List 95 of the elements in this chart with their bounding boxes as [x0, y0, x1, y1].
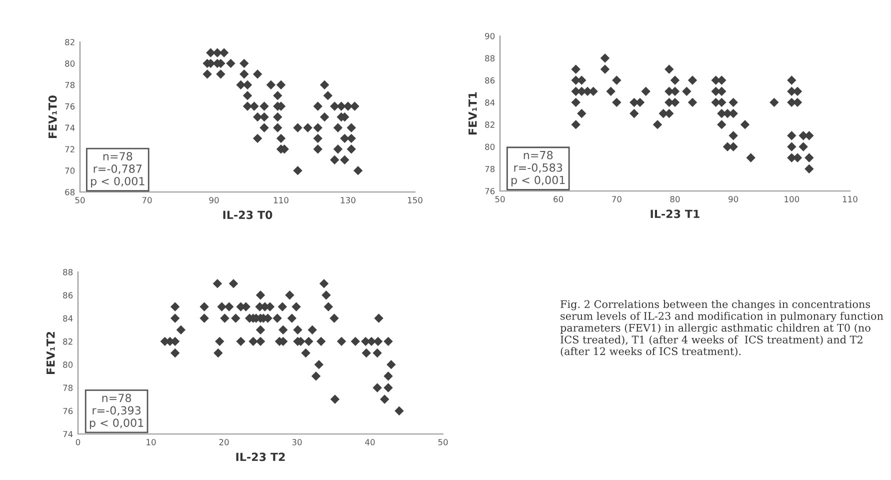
y-tick-label: 78 [65, 82, 75, 88]
point [350, 102, 360, 111]
y-tick-label: 72 [65, 146, 74, 152]
y-tick-label: 80 [63, 362, 73, 368]
point [219, 48, 229, 58]
point [260, 123, 269, 132]
x-tick-label: 30 [292, 439, 302, 446]
caption: Fig. 2 Correlations between the changes in concentrations serum levels of IL-23 and modification in pulmonary function parameters (FEV1) in allergic asthmatic children at T0 (no ICS treated), T1 (after 4 weeks of ICS treatment) and T2 (after 12 weeks of ICS treatment). [560, 300, 884, 357]
y-tick-label: 86 [63, 292, 73, 298]
y-tick-label: 70 [65, 168, 75, 174]
point [293, 123, 302, 132]
y-tick-label: 78 [63, 384, 73, 391]
point [273, 90, 282, 100]
point [346, 134, 356, 144]
annotation: n=78 r=-0,787 p < 0,001 [91, 152, 144, 188]
y-tick-label: 80 [65, 60, 75, 67]
x-axis-title: IL-23 T0 [223, 210, 272, 220]
point [242, 80, 252, 90]
x-tick-label: 0 [76, 439, 80, 446]
x-tick-label: 40 [365, 439, 375, 446]
point [340, 134, 350, 144]
point [242, 90, 252, 100]
y-tick-label: 90 [485, 32, 495, 40]
point [240, 70, 249, 79]
y-tick-label: 86 [485, 77, 495, 84]
point [320, 80, 330, 90]
y-tick-label: 74 [65, 124, 75, 131]
x-tick-label: 70 [142, 197, 152, 204]
x-axis-title: IL-23 T1 [650, 210, 700, 218]
x-axis-title: IL-23 T2 [236, 452, 285, 462]
x-tick-label: 20 [219, 439, 229, 446]
y-tick-label: 80 [485, 144, 495, 150]
point [202, 70, 212, 79]
x-tick-label: 50 [438, 439, 448, 446]
point [346, 123, 356, 132]
annotation: n=78 r=-0,583 p < 0,001 [512, 150, 565, 186]
x-tick-label: 80 [670, 196, 680, 202]
x-tick-label: 50 [75, 197, 85, 204]
x-tick-label: 110 [842, 196, 858, 202]
y-tick-label: 82 [65, 38, 74, 46]
point [303, 123, 312, 132]
point [252, 112, 262, 122]
x-tick-label: 130 [340, 197, 356, 204]
point [236, 80, 246, 90]
point [333, 123, 343, 132]
y-tick-label: 82 [485, 122, 494, 128]
y-tick-label: 74 [63, 431, 73, 438]
y-tick-label: 88 [485, 55, 495, 62]
point [346, 144, 356, 154]
point [293, 166, 302, 176]
point [330, 155, 340, 164]
point [252, 70, 262, 79]
point [266, 80, 276, 90]
point [333, 144, 343, 154]
point [216, 70, 226, 79]
x-tick-label: 110 [274, 197, 288, 204]
x-tick-label: 90 [209, 197, 219, 204]
x-tick-label: 100 [784, 196, 800, 202]
point [240, 58, 249, 68]
point [313, 102, 322, 111]
y-axis-title: FEV₁T0 [48, 96, 57, 138]
y-tick-label: 88 [63, 268, 73, 276]
y-tick-label: 76 [63, 408, 73, 414]
y-tick-label: 76 [485, 188, 495, 194]
x-tick-label: 70 [612, 196, 622, 202]
y-axis-title: FEV₁T2 [46, 332, 55, 374]
point [273, 112, 282, 122]
point [250, 102, 259, 111]
point [313, 134, 322, 144]
point [252, 134, 262, 144]
point [260, 102, 269, 111]
y-tick-label: 82 [63, 338, 72, 345]
x-tick-label: 150 [408, 197, 422, 204]
x-tick-label: 50 [495, 196, 505, 202]
y-axis-title: FEV₁T1 [468, 92, 477, 134]
y-tick-label: 84 [63, 315, 73, 322]
x-tick-label: 10 [146, 439, 156, 446]
point [260, 112, 269, 122]
point [313, 123, 322, 132]
point [273, 123, 282, 132]
point [353, 166, 363, 176]
point [340, 155, 350, 164]
point [313, 144, 322, 154]
x-tick-label: 90 [728, 196, 738, 202]
y-tick-label: 84 [485, 99, 495, 106]
point [276, 134, 286, 144]
point [276, 80, 286, 90]
point [226, 58, 236, 68]
x-tick-label: 60 [554, 196, 564, 202]
y-tick-label: 78 [485, 166, 495, 172]
point [323, 90, 333, 100]
point [320, 112, 330, 122]
y-tick-label: 76 [65, 103, 75, 110]
y-tick-label: 68 [65, 188, 75, 196]
annotation: n=78 r=-0,393 p < 0,001 [90, 394, 144, 430]
